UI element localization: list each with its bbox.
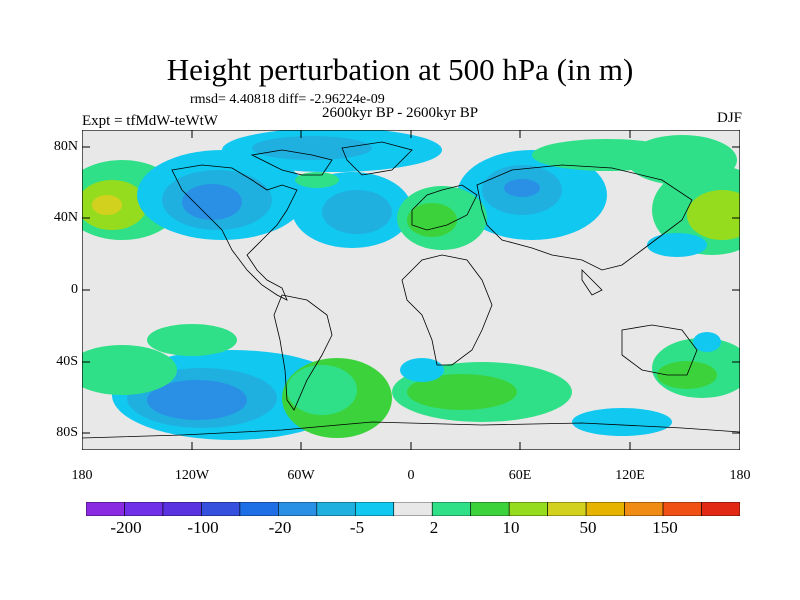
field-contours	[82, 130, 740, 440]
colorbar-swatch	[662, 502, 702, 516]
lon-tick-label: 180	[71, 468, 93, 483]
colorbar-swatch	[201, 502, 241, 516]
colorbar-label: 10	[502, 518, 520, 537]
colorbar-label: -20	[268, 518, 292, 537]
colorbar-label: 2	[429, 518, 439, 537]
map-title: Height perturbation at 500 hPa (in m)	[166, 52, 634, 87]
colorbar-swatch	[239, 502, 279, 516]
experiment-label: Expt = tfMdW-teWtW	[82, 113, 218, 129]
height-perturbation-map	[82, 130, 740, 450]
lon-tick-label: 120E	[615, 468, 645, 483]
axis-ticks	[82, 130, 740, 450]
colorbar-swatch	[354, 502, 395, 516]
colorbar-swatch	[278, 502, 318, 516]
lat-tick-label: 80S	[56, 425, 78, 440]
lat-tick-label: 40N	[53, 210, 78, 225]
period-text: 2600kyr BP - 2600kyr BP	[322, 105, 479, 121]
lat-tick-label: 80N	[53, 139, 78, 154]
colorbar-swatch	[162, 502, 202, 516]
lat-tick-label: 0	[71, 282, 78, 297]
season-label: DJF	[716, 110, 742, 126]
rmsd-text: rmsd= 4.40818 diff= -2.96224e-09	[190, 92, 385, 107]
lon-tick-label: 120W	[174, 468, 210, 483]
colorbar-swatch	[585, 502, 625, 516]
colorbar-swatch	[124, 502, 164, 516]
colorbar-swatch	[508, 502, 548, 516]
colorbar-label: -200	[110, 518, 142, 537]
colorbar-label: -100	[187, 518, 219, 537]
colorbar-label: 50	[579, 518, 597, 537]
colorbar-swatch	[431, 502, 472, 516]
colorbar-swatch	[624, 502, 664, 516]
colorbar-swatch	[86, 502, 125, 516]
colorbar	[86, 502, 740, 516]
colorbar-swatch	[470, 502, 510, 516]
lon-tick-label: 0	[407, 468, 415, 483]
colorbar-swatch	[316, 502, 356, 516]
lon-tick-label: 60E	[508, 468, 532, 483]
colorbar-label: 150	[652, 518, 678, 537]
colorbar-swatch	[701, 502, 740, 516]
lat-tick-label: 40S	[56, 354, 78, 369]
coastlines	[82, 141, 740, 439]
colorbar-label: -5	[349, 518, 365, 537]
lon-tick-label: 180	[729, 468, 751, 483]
colorbar-swatch	[393, 502, 433, 516]
lon-tick-label: 60W	[287, 468, 315, 483]
colorbar-swatch	[547, 502, 587, 516]
